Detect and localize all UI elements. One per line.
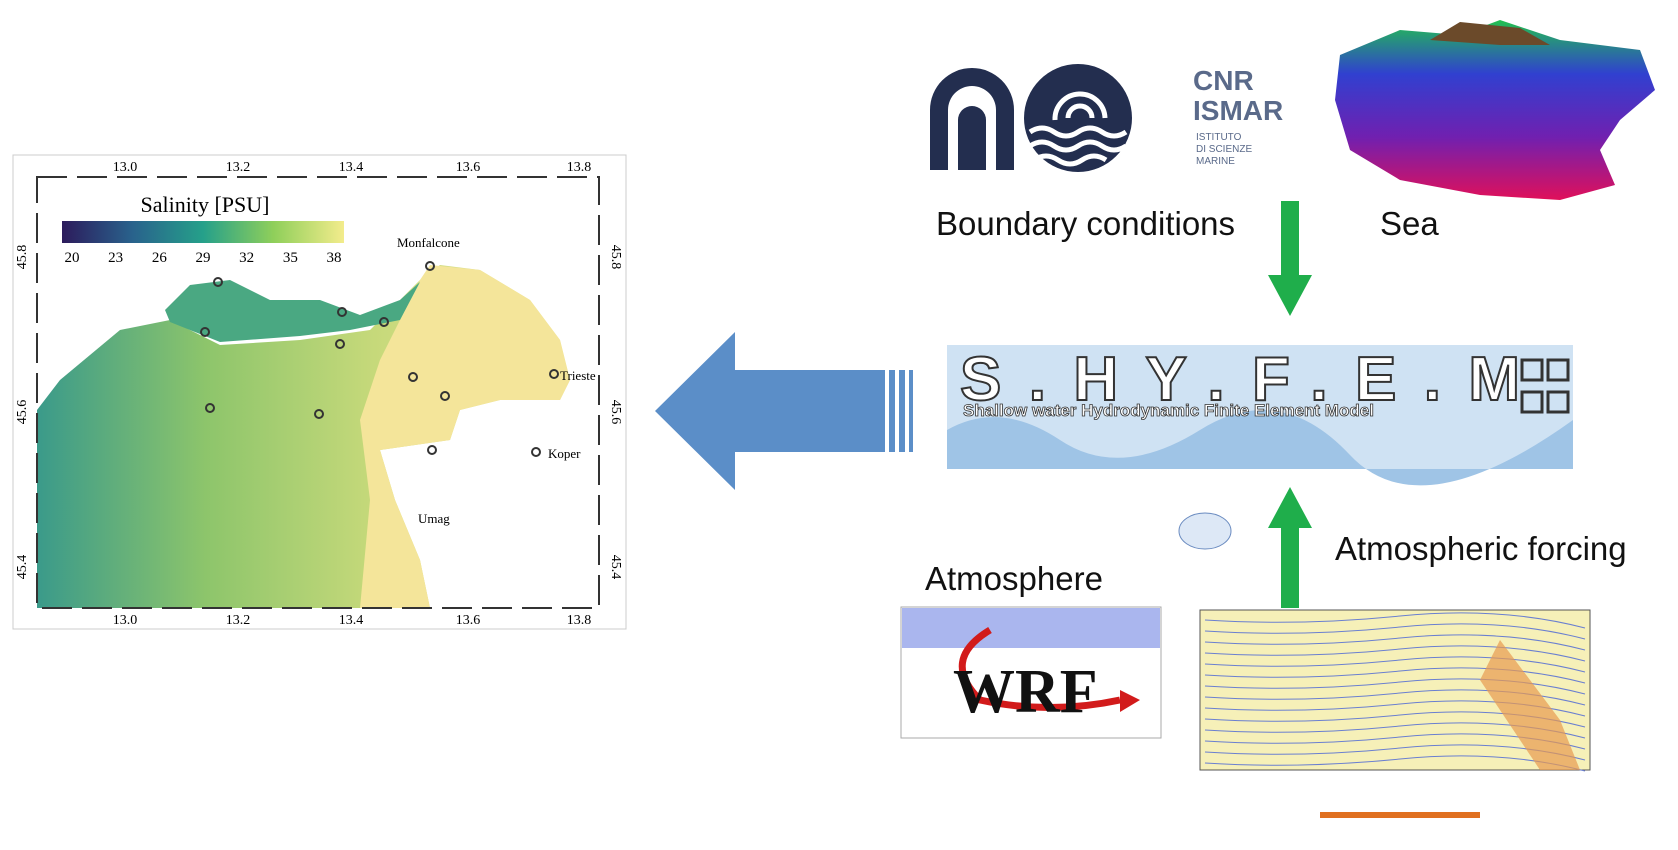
boundary-label: Boundary conditions: [936, 205, 1235, 242]
sea-model-map: [1335, 20, 1655, 200]
shyfem-banner: S.HY.F.E.M Shallow water Hydrodynamic Fi…: [947, 345, 1573, 485]
wind-plot: [1200, 610, 1590, 818]
salinity-map: Salinity [PSU] 20 23 26 29 32 35 38 13.0 13.0 13.…: [13, 155, 626, 629]
lon-tick: 13.0: [113, 613, 138, 628]
lon-tick: 13.8: [567, 613, 592, 628]
logo-subtitle: ISTITUTO: [1196, 132, 1242, 143]
colorbar-tick: 20: [65, 250, 80, 266]
lat-tick: 45.8: [15, 245, 30, 270]
colorbar-tick: 35: [283, 250, 298, 266]
lon-tick: 13.8: [567, 160, 592, 175]
colorbar-tick: 32: [239, 250, 254, 266]
sea-label: Sea: [1380, 205, 1439, 242]
place-label: Koper: [548, 446, 581, 461]
logo-subtitle: DI SCIENZE: [1196, 144, 1252, 155]
lon-tick: 13.0: [113, 160, 138, 175]
lon-tick: 13.6: [456, 160, 481, 175]
lat-tick: 45.4: [15, 555, 30, 580]
logo-institute: ISMAR: [1193, 95, 1283, 126]
output-arrow: [655, 332, 913, 490]
wrf-logo: WRF: [901, 607, 1161, 738]
colorbar-tick: 29: [196, 250, 211, 266]
logo-subtitle: MARINE: [1196, 156, 1235, 167]
lat-tick: 45.6: [15, 400, 30, 425]
place-label: Monfalcone: [397, 235, 460, 250]
lon-tick: 13.6: [456, 613, 481, 628]
up-arrow: [1268, 487, 1312, 608]
lon-tick: 13.4: [339, 160, 364, 175]
map-title: Salinity [PSU]: [141, 192, 270, 217]
lat-tick: 45.4: [608, 555, 623, 580]
place-label: Umag: [418, 511, 450, 526]
wrf-text: WRF: [953, 658, 1098, 726]
model-full-name: Shallow water Hydrodynamic Finite Elemen…: [963, 401, 1374, 420]
lat-tick: 45.6: [608, 400, 623, 425]
lon-tick: 13.2: [226, 160, 251, 175]
cnr-logo: CNR ISMAR ISTITUTO DI SCIENZE MARINE: [930, 64, 1283, 172]
colorbar: [62, 221, 344, 243]
small-logo: [1179, 513, 1231, 549]
colorbar-tick: 23: [108, 250, 123, 266]
colorbar-tick: 38: [327, 250, 342, 266]
lon-tick: 13.2: [226, 613, 251, 628]
logo-name: CNR: [1193, 65, 1254, 96]
lat-tick: 45.8: [608, 245, 623, 270]
colorbar-tick: 26: [152, 250, 168, 266]
atmosphere-label: Atmosphere: [925, 560, 1103, 597]
slide: Salinity [PSU] 20 23 26 29 32 35 38 13.0 13.0 13.…: [0, 0, 1678, 850]
forcing-label: Atmospheric forcing: [1335, 530, 1627, 567]
down-arrow: [1268, 201, 1312, 316]
place-label: Trieste: [560, 368, 596, 383]
lon-tick: 13.4: [339, 613, 364, 628]
